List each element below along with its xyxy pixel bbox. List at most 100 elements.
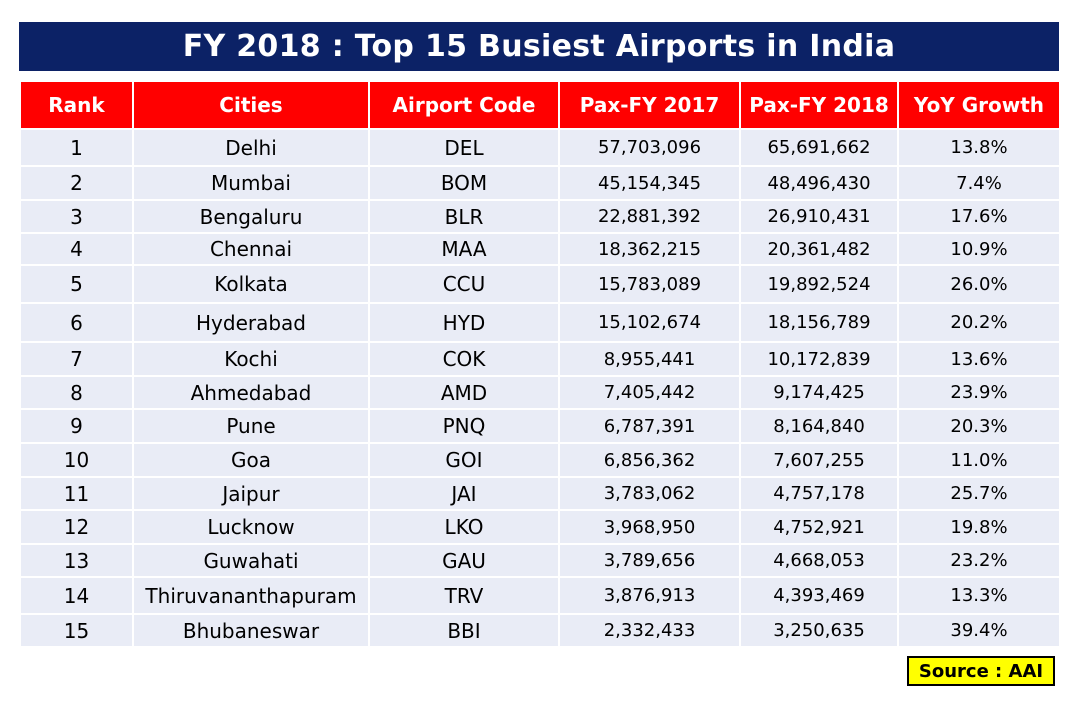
- city-cell: Goa: [132, 442, 370, 478]
- table-row: 2 Mumbai BOM 45,154,345 48,496,430 7.4%: [19, 165, 1061, 201]
- yoy-growth-cell: 25.7%: [897, 476, 1061, 511]
- yoy-growth-cell: 13.6%: [897, 341, 1061, 377]
- column-header-pax-fy2017: Pax-FY 2017: [558, 80, 741, 130]
- rank-cell: 8: [19, 375, 134, 410]
- city-cell: Lucknow: [132, 509, 370, 545]
- column-header-rank: Rank: [19, 80, 134, 130]
- airport-code-cell: COK: [368, 341, 560, 377]
- pax-fy2018-cell: 4,757,178: [739, 476, 899, 511]
- pax-fy2017-cell: 8,955,441: [558, 341, 741, 377]
- page-title: FY 2018 : Top 15 Busiest Airports in Ind…: [19, 22, 1059, 71]
- table-row: 1 Delhi DEL 57,703,096 65,691,662 13.8%: [19, 128, 1061, 167]
- pax-fy2018-cell: 26,910,431: [739, 199, 899, 234]
- rank-cell: 10: [19, 442, 134, 478]
- table-row: 7 Kochi COK 8,955,441 10,172,839 13.6%: [19, 341, 1061, 377]
- pax-fy2017-cell: 3,789,656: [558, 543, 741, 578]
- table-row: 10 Goa GOI 6,856,362 7,607,255 11.0%: [19, 442, 1061, 478]
- yoy-growth-cell: 10.9%: [897, 232, 1061, 266]
- rank-cell: 12: [19, 509, 134, 545]
- city-cell: Mumbai: [132, 165, 370, 201]
- column-header-pax-fy2018: Pax-FY 2018: [739, 80, 899, 130]
- yoy-growth-cell: 17.6%: [897, 199, 1061, 234]
- table-row: 11 Jaipur JAI 3,783,062 4,757,178 25.7%: [19, 476, 1061, 511]
- rank-cell: 7: [19, 341, 134, 377]
- rank-cell: 3: [19, 199, 134, 234]
- pax-fy2018-cell: 20,361,482: [739, 232, 899, 266]
- airport-code-cell: DEL: [368, 128, 560, 167]
- pax-fy2018-cell: 4,752,921: [739, 509, 899, 545]
- yoy-growth-cell: 7.4%: [897, 165, 1061, 201]
- rank-cell: 9: [19, 408, 134, 444]
- pax-fy2017-cell: 22,881,392: [558, 199, 741, 234]
- table-header-row: Rank Cities Airport Code Pax-FY 2017 Pax…: [19, 80, 1061, 130]
- column-header-cities: Cities: [132, 80, 370, 130]
- pax-fy2017-cell: 2,332,433: [558, 613, 741, 648]
- city-cell: Bhubaneswar: [132, 613, 370, 648]
- rank-cell: 15: [19, 613, 134, 648]
- city-cell: Kochi: [132, 341, 370, 377]
- airport-code-cell: TRV: [368, 576, 560, 615]
- airport-code-cell: BBI: [368, 613, 560, 648]
- airport-code-cell: LKO: [368, 509, 560, 545]
- airport-code-cell: HYD: [368, 302, 560, 343]
- yoy-growth-cell: 23.9%: [897, 375, 1061, 410]
- city-cell: Bengaluru: [132, 199, 370, 234]
- city-cell: Delhi: [132, 128, 370, 167]
- pax-fy2017-cell: 3,783,062: [558, 476, 741, 511]
- table-row: 9 Pune PNQ 6,787,391 8,164,840 20.3%: [19, 408, 1061, 444]
- pax-fy2018-cell: 18,156,789: [739, 302, 899, 343]
- airport-code-cell: AMD: [368, 375, 560, 410]
- yoy-growth-cell: 20.3%: [897, 408, 1061, 444]
- airport-code-cell: CCU: [368, 264, 560, 304]
- city-cell: Pune: [132, 408, 370, 444]
- pax-fy2017-cell: 6,787,391: [558, 408, 741, 444]
- table-row: 14 Thiruvananthapuram TRV 3,876,913 4,393,46…: [19, 576, 1061, 615]
- yoy-growth-cell: 13.3%: [897, 576, 1061, 615]
- pax-fy2018-cell: 7,607,255: [739, 442, 899, 478]
- airport-code-cell: JAI: [368, 476, 560, 511]
- table-row: 12 Lucknow LKO 3,968,950 4,752,921 19.8%: [19, 509, 1061, 545]
- rank-cell: 6: [19, 302, 134, 343]
- pax-fy2018-cell: 8,164,840: [739, 408, 899, 444]
- pax-fy2018-cell: 3,250,635: [739, 613, 899, 648]
- pax-fy2017-cell: 18,362,215: [558, 232, 741, 266]
- pax-fy2018-cell: 19,892,524: [739, 264, 899, 304]
- pax-fy2018-cell: 4,393,469: [739, 576, 899, 615]
- table-row: 15 Bhubaneswar BBI 2,332,433 3,250,635 39.4%: [19, 613, 1061, 648]
- table-row: 4 Chennai MAA 18,362,215 20,361,482 10.9%: [19, 232, 1061, 266]
- table-row: 13 Guwahati GAU 3,789,656 4,668,053 23.2%: [19, 543, 1061, 578]
- rank-cell: 13: [19, 543, 134, 578]
- table-body: 1 Delhi DEL 57,703,096 65,691,662 13.8% 2 Mumba…: [19, 128, 1061, 648]
- pax-fy2018-cell: 48,496,430: [739, 165, 899, 201]
- city-cell: Thiruvananthapuram: [132, 576, 370, 615]
- rank-cell: 5: [19, 264, 134, 304]
- city-cell: Ahmedabad: [132, 375, 370, 410]
- airport-code-cell: PNQ: [368, 408, 560, 444]
- yoy-growth-cell: 13.8%: [897, 128, 1061, 167]
- rank-cell: 1: [19, 128, 134, 167]
- rank-cell: 4: [19, 232, 134, 266]
- table-row: 6 Hyderabad HYD 15,102,674 18,156,789 20.2%: [19, 302, 1061, 343]
- pax-fy2018-cell: 10,172,839: [739, 341, 899, 377]
- yoy-growth-cell: 11.0%: [897, 442, 1061, 478]
- airport-code-cell: BOM: [368, 165, 560, 201]
- airport-code-cell: GAU: [368, 543, 560, 578]
- column-header-airport-code: Airport Code: [368, 80, 560, 130]
- table-row: 8 Ahmedabad AMD 7,405,442 9,174,425 23.9%: [19, 375, 1061, 410]
- city-cell: Guwahati: [132, 543, 370, 578]
- city-cell: Hyderabad: [132, 302, 370, 343]
- pax-fy2018-cell: 4,668,053: [739, 543, 899, 578]
- rank-cell: 2: [19, 165, 134, 201]
- yoy-growth-cell: 23.2%: [897, 543, 1061, 578]
- yoy-growth-cell: 20.2%: [897, 302, 1061, 343]
- city-cell: Kolkata: [132, 264, 370, 304]
- yoy-growth-cell: 39.4%: [897, 613, 1061, 648]
- yoy-growth-cell: 26.0%: [897, 264, 1061, 304]
- airport-code-cell: GOI: [368, 442, 560, 478]
- yoy-growth-cell: 19.8%: [897, 509, 1061, 545]
- table-row: 3 Bengaluru BLR 22,881,392 26,910,431 17.6%: [19, 199, 1061, 234]
- pax-fy2017-cell: 57,703,096: [558, 128, 741, 167]
- pax-fy2018-cell: 9,174,425: [739, 375, 899, 410]
- city-cell: Jaipur: [132, 476, 370, 511]
- airports-table: Rank Cities Airport Code Pax-FY 2017 Pax…: [19, 80, 1061, 648]
